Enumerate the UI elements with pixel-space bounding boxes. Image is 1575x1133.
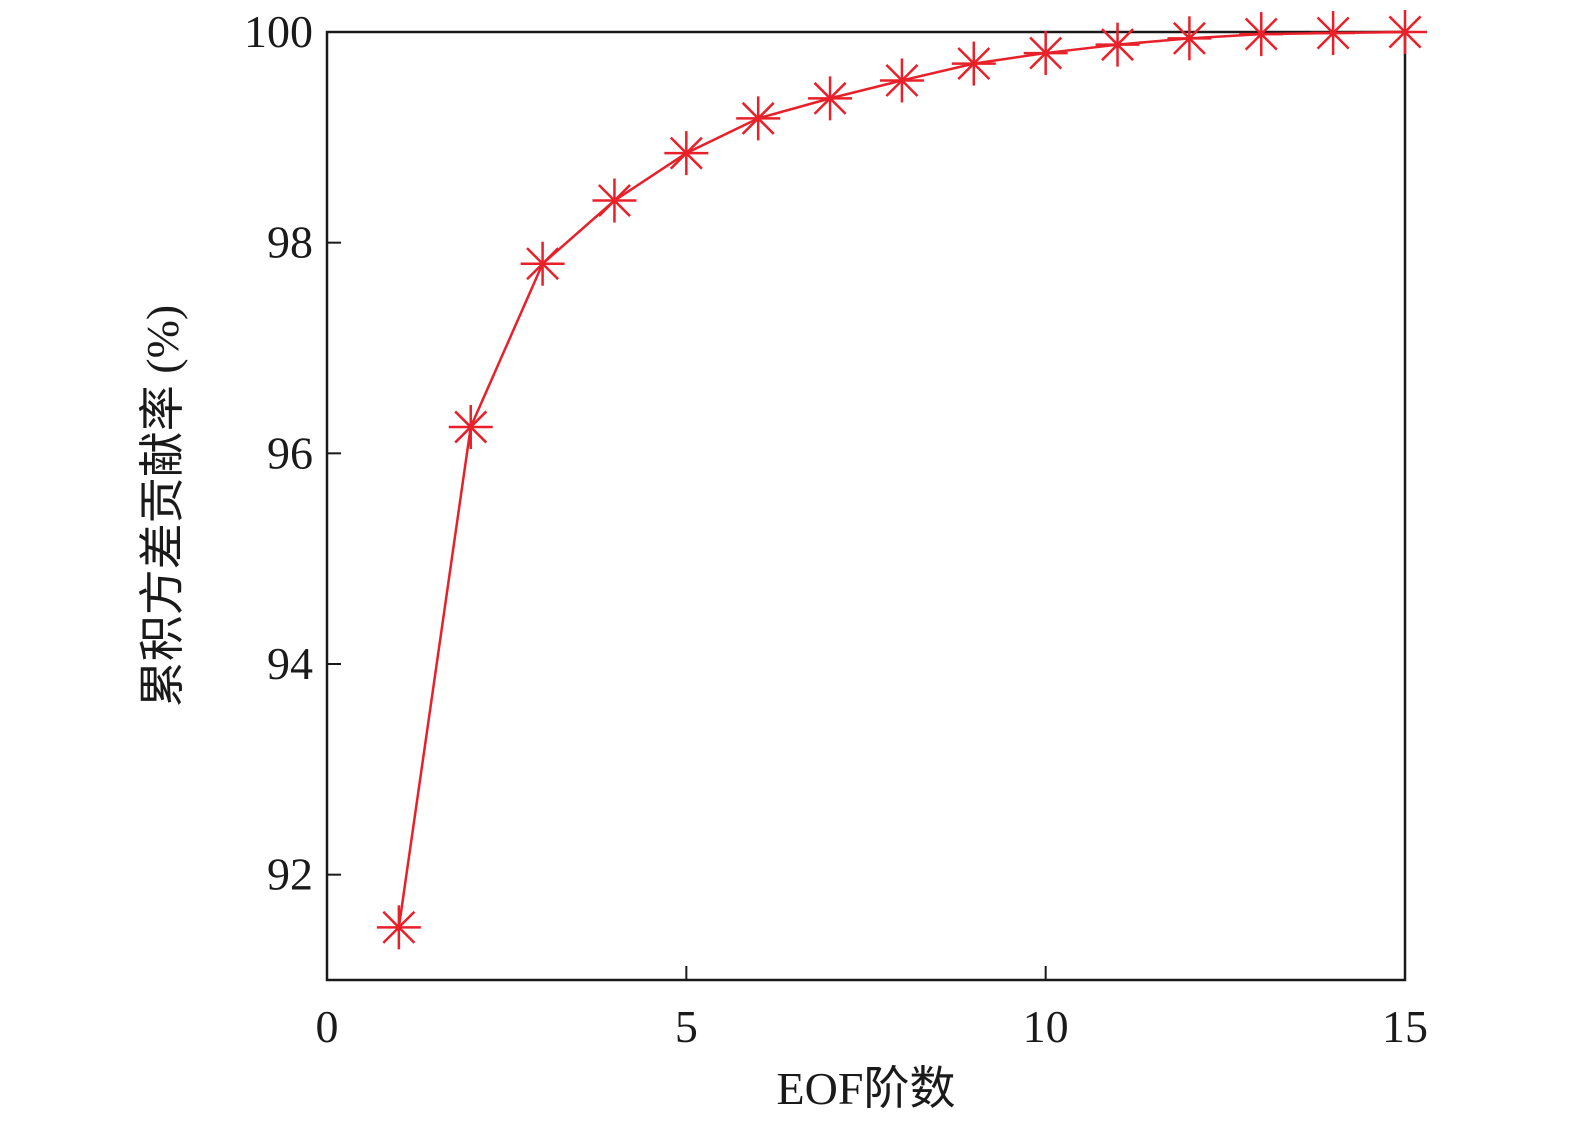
x-axis-ticks: 0 5 10 15 — [316, 966, 1428, 1052]
data-point-marker — [1023, 31, 1068, 76]
y-tick-label: 98 — [267, 217, 313, 268]
data-point-marker — [592, 178, 637, 223]
data-point-marker — [1239, 12, 1284, 57]
x-tick-label: 15 — [1382, 1001, 1428, 1052]
marker-stroke — [526, 247, 560, 281]
y-axis-title: 累积方差贡献率 (%) — [137, 305, 188, 707]
y-tick-label: 94 — [267, 638, 313, 689]
data-point-marker — [1095, 22, 1140, 67]
marker-stroke — [741, 101, 775, 135]
marker-stroke — [813, 81, 847, 115]
marker-stroke — [669, 136, 703, 170]
x-axis-title: EOF阶数 — [777, 1063, 956, 1114]
marker-stroke — [1244, 17, 1278, 51]
data-point-marker — [879, 58, 924, 103]
data-point-marker — [520, 241, 565, 286]
x-tick-label: 5 — [675, 1001, 698, 1052]
series-layer — [376, 10, 1427, 950]
marker-stroke — [454, 410, 488, 444]
plot-area — [325, 30, 1407, 982]
data-point-marker — [951, 41, 996, 86]
data-point-marker — [736, 96, 781, 141]
data-point-marker — [808, 76, 853, 121]
data-point-marker — [664, 131, 709, 176]
series-line — [397, 30, 1406, 928]
marker-stroke — [382, 910, 416, 944]
data-point-marker — [1311, 11, 1356, 56]
marker-stroke — [885, 64, 919, 97]
y-tick-label: 92 — [267, 849, 313, 900]
y-axis-ticks: 92 94 96 98 100 — [244, 6, 341, 900]
data-point-marker — [448, 405, 493, 449]
y-tick-label: 96 — [267, 427, 313, 478]
marker-stroke — [598, 184, 631, 217]
x-tick-label: 0 — [316, 1001, 339, 1052]
data-point-marker — [1383, 10, 1427, 54]
marker-stroke — [1101, 28, 1134, 62]
marker-stroke — [1029, 36, 1063, 70]
marker-stroke — [957, 47, 991, 81]
marker-stroke — [1388, 15, 1422, 49]
data-point-marker — [376, 905, 421, 950]
marker-stroke — [1172, 21, 1206, 55]
data-point-marker — [1167, 16, 1212, 61]
y-tick-label: 100 — [244, 6, 313, 57]
x-tick-label: 10 — [1023, 1001, 1069, 1052]
marker-stroke — [1316, 16, 1350, 50]
